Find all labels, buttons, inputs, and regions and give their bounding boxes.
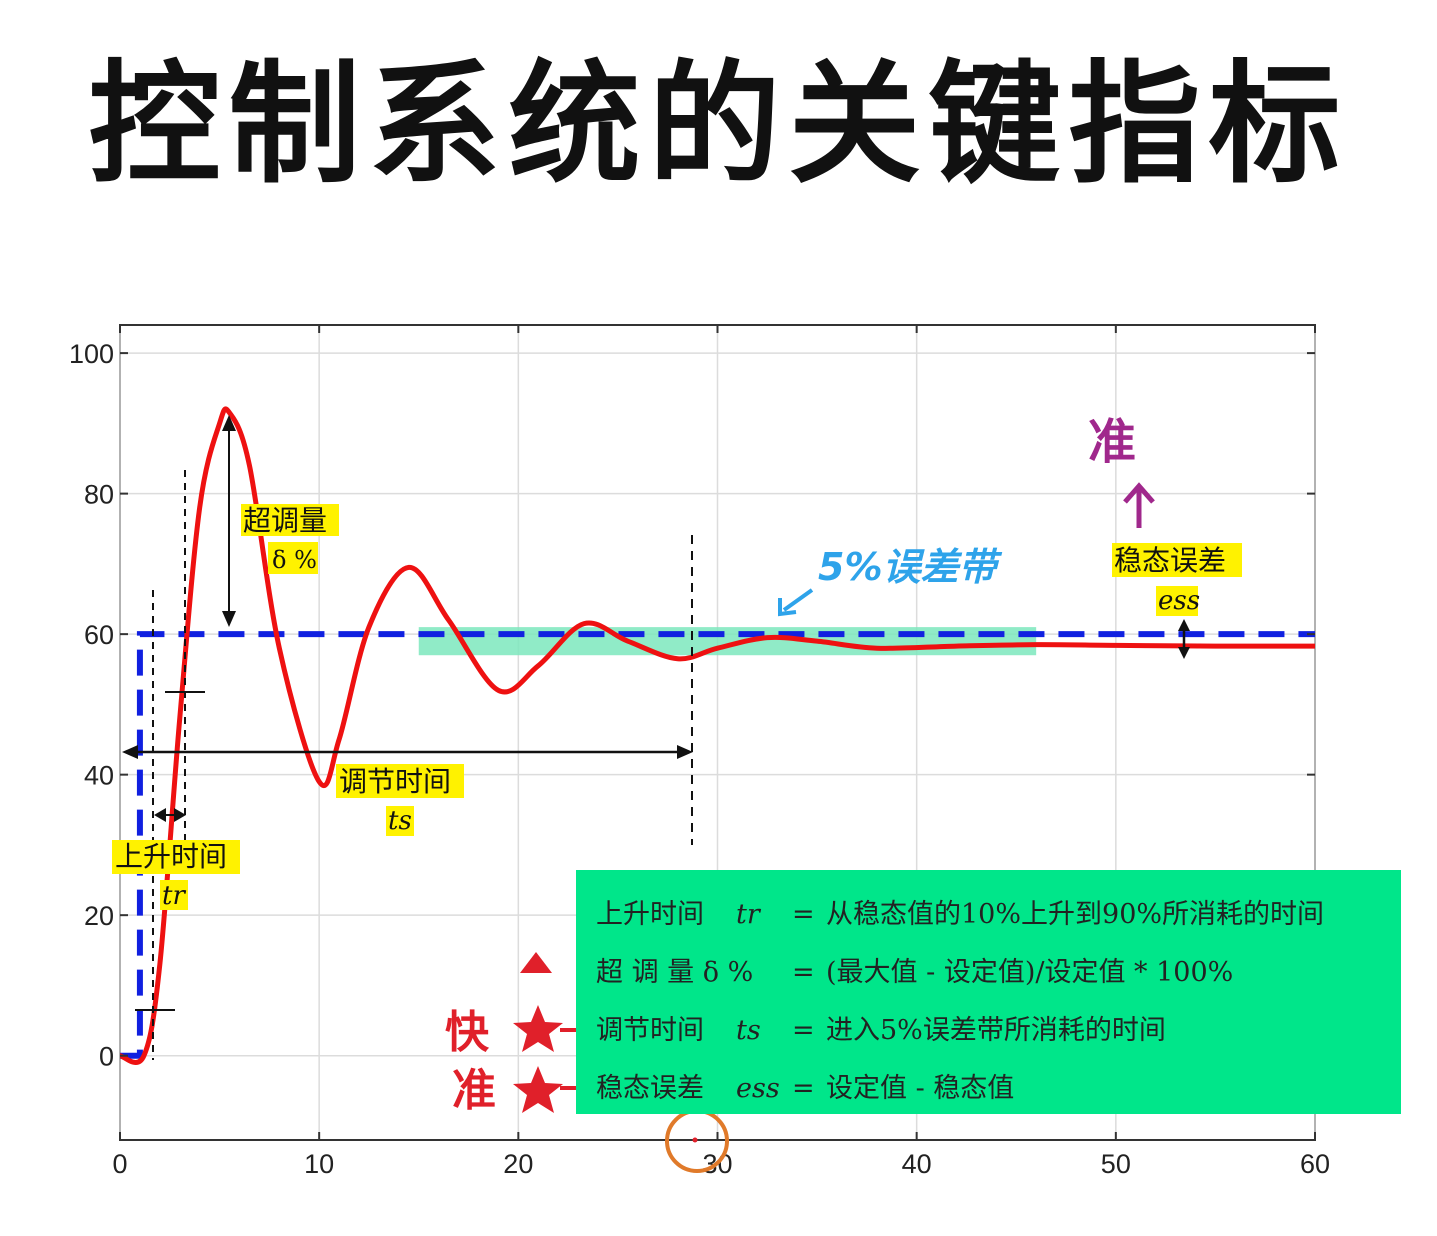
accurate-top-label: 准 bbox=[1088, 414, 1136, 470]
y-tick-label: 60 bbox=[84, 620, 114, 650]
overshoot-label: 超调量 bbox=[243, 504, 327, 537]
x-tick-label: 20 bbox=[503, 1149, 533, 1179]
rise-arrowhead-left bbox=[154, 808, 166, 822]
overshoot-arrowhead-top bbox=[222, 415, 236, 431]
x-tick-label: 40 bbox=[902, 1149, 932, 1179]
page-title: 控制系统的关键指标 bbox=[88, 48, 1349, 202]
overshoot-label-bg bbox=[241, 504, 339, 536]
y-tick-label: 20 bbox=[84, 901, 114, 931]
rise-symbol: tr bbox=[162, 881, 186, 911]
settling-arrowhead-right bbox=[677, 745, 693, 759]
info-box: 上升时间 tr = 从稳态值的10%上升到90%所消耗的时间 超 调 量 δ % = (最… bbox=[576, 870, 1401, 1114]
info-row-steady: 稳态误差 ess = 设定值 - 稳态值 bbox=[596, 1073, 1015, 1104]
cursor-dot bbox=[692, 1137, 698, 1143]
series-lines bbox=[119, 406, 1316, 1065]
x-tick-label: 50 bbox=[1101, 1149, 1131, 1179]
overshoot-symbol-bg bbox=[268, 542, 318, 574]
rise-label: 上升时间 bbox=[115, 840, 227, 873]
ess-arrowhead-top bbox=[1178, 619, 1190, 631]
star-icon-accurate bbox=[513, 1066, 563, 1113]
steady-symbol-bg bbox=[1156, 586, 1198, 616]
settling-label: 调节时间 bbox=[339, 765, 451, 798]
info-row-overshoot: 超 调 量 δ % = (最大值 - 设定值)/设定值 * 100% bbox=[596, 957, 1234, 988]
band-arrowhead bbox=[778, 598, 797, 617]
ess-arrowhead-bottom bbox=[1178, 647, 1190, 659]
band-label: 5%误差带 bbox=[818, 545, 1003, 589]
y-tick-label: 100 bbox=[69, 339, 114, 369]
y-tick-label: 80 bbox=[84, 480, 114, 510]
setpoint-line bbox=[120, 631, 1315, 1059]
x-tick-label: 10 bbox=[304, 1149, 334, 1179]
rise-arrowhead-right bbox=[174, 808, 186, 822]
fast-label: 快 bbox=[445, 1007, 490, 1058]
steady-label-bg bbox=[1112, 543, 1242, 577]
x-tick-label: 60 bbox=[1300, 1149, 1330, 1179]
settling-symbol: ts bbox=[388, 806, 412, 836]
accurate-top-arrowhead bbox=[1123, 482, 1155, 504]
steady-label: 稳态误差 bbox=[1114, 544, 1226, 577]
settling-arrowhead-left bbox=[122, 745, 138, 759]
band-arrow bbox=[782, 588, 814, 612]
overshoot-symbol: δ % bbox=[272, 546, 317, 574]
response-line bbox=[119, 406, 1316, 1065]
settling-symbol-bg bbox=[386, 806, 414, 836]
y-tick-label: 40 bbox=[84, 761, 114, 791]
y-tick-label: 0 bbox=[99, 1042, 114, 1072]
accurate-label: 准 bbox=[452, 1065, 496, 1116]
settling-label-bg bbox=[336, 764, 464, 798]
rise-label-bg bbox=[112, 840, 240, 874]
steady-symbol: ess bbox=[1158, 586, 1200, 616]
triangle-mark-icon bbox=[520, 952, 552, 973]
rise-symbol-bg bbox=[160, 880, 188, 910]
x-tick-label: 0 bbox=[112, 1149, 127, 1179]
info-row-settling: 调节时间 ts = 进入5%误差带所消耗的时间 bbox=[596, 1015, 1166, 1046]
star-icon-fast bbox=[513, 1005, 563, 1052]
info-row-rise: 上升时间 tr = 从稳态值的10%上升到90%所消耗的时间 bbox=[596, 899, 1325, 930]
overshoot-arrowhead-bottom bbox=[222, 611, 236, 627]
